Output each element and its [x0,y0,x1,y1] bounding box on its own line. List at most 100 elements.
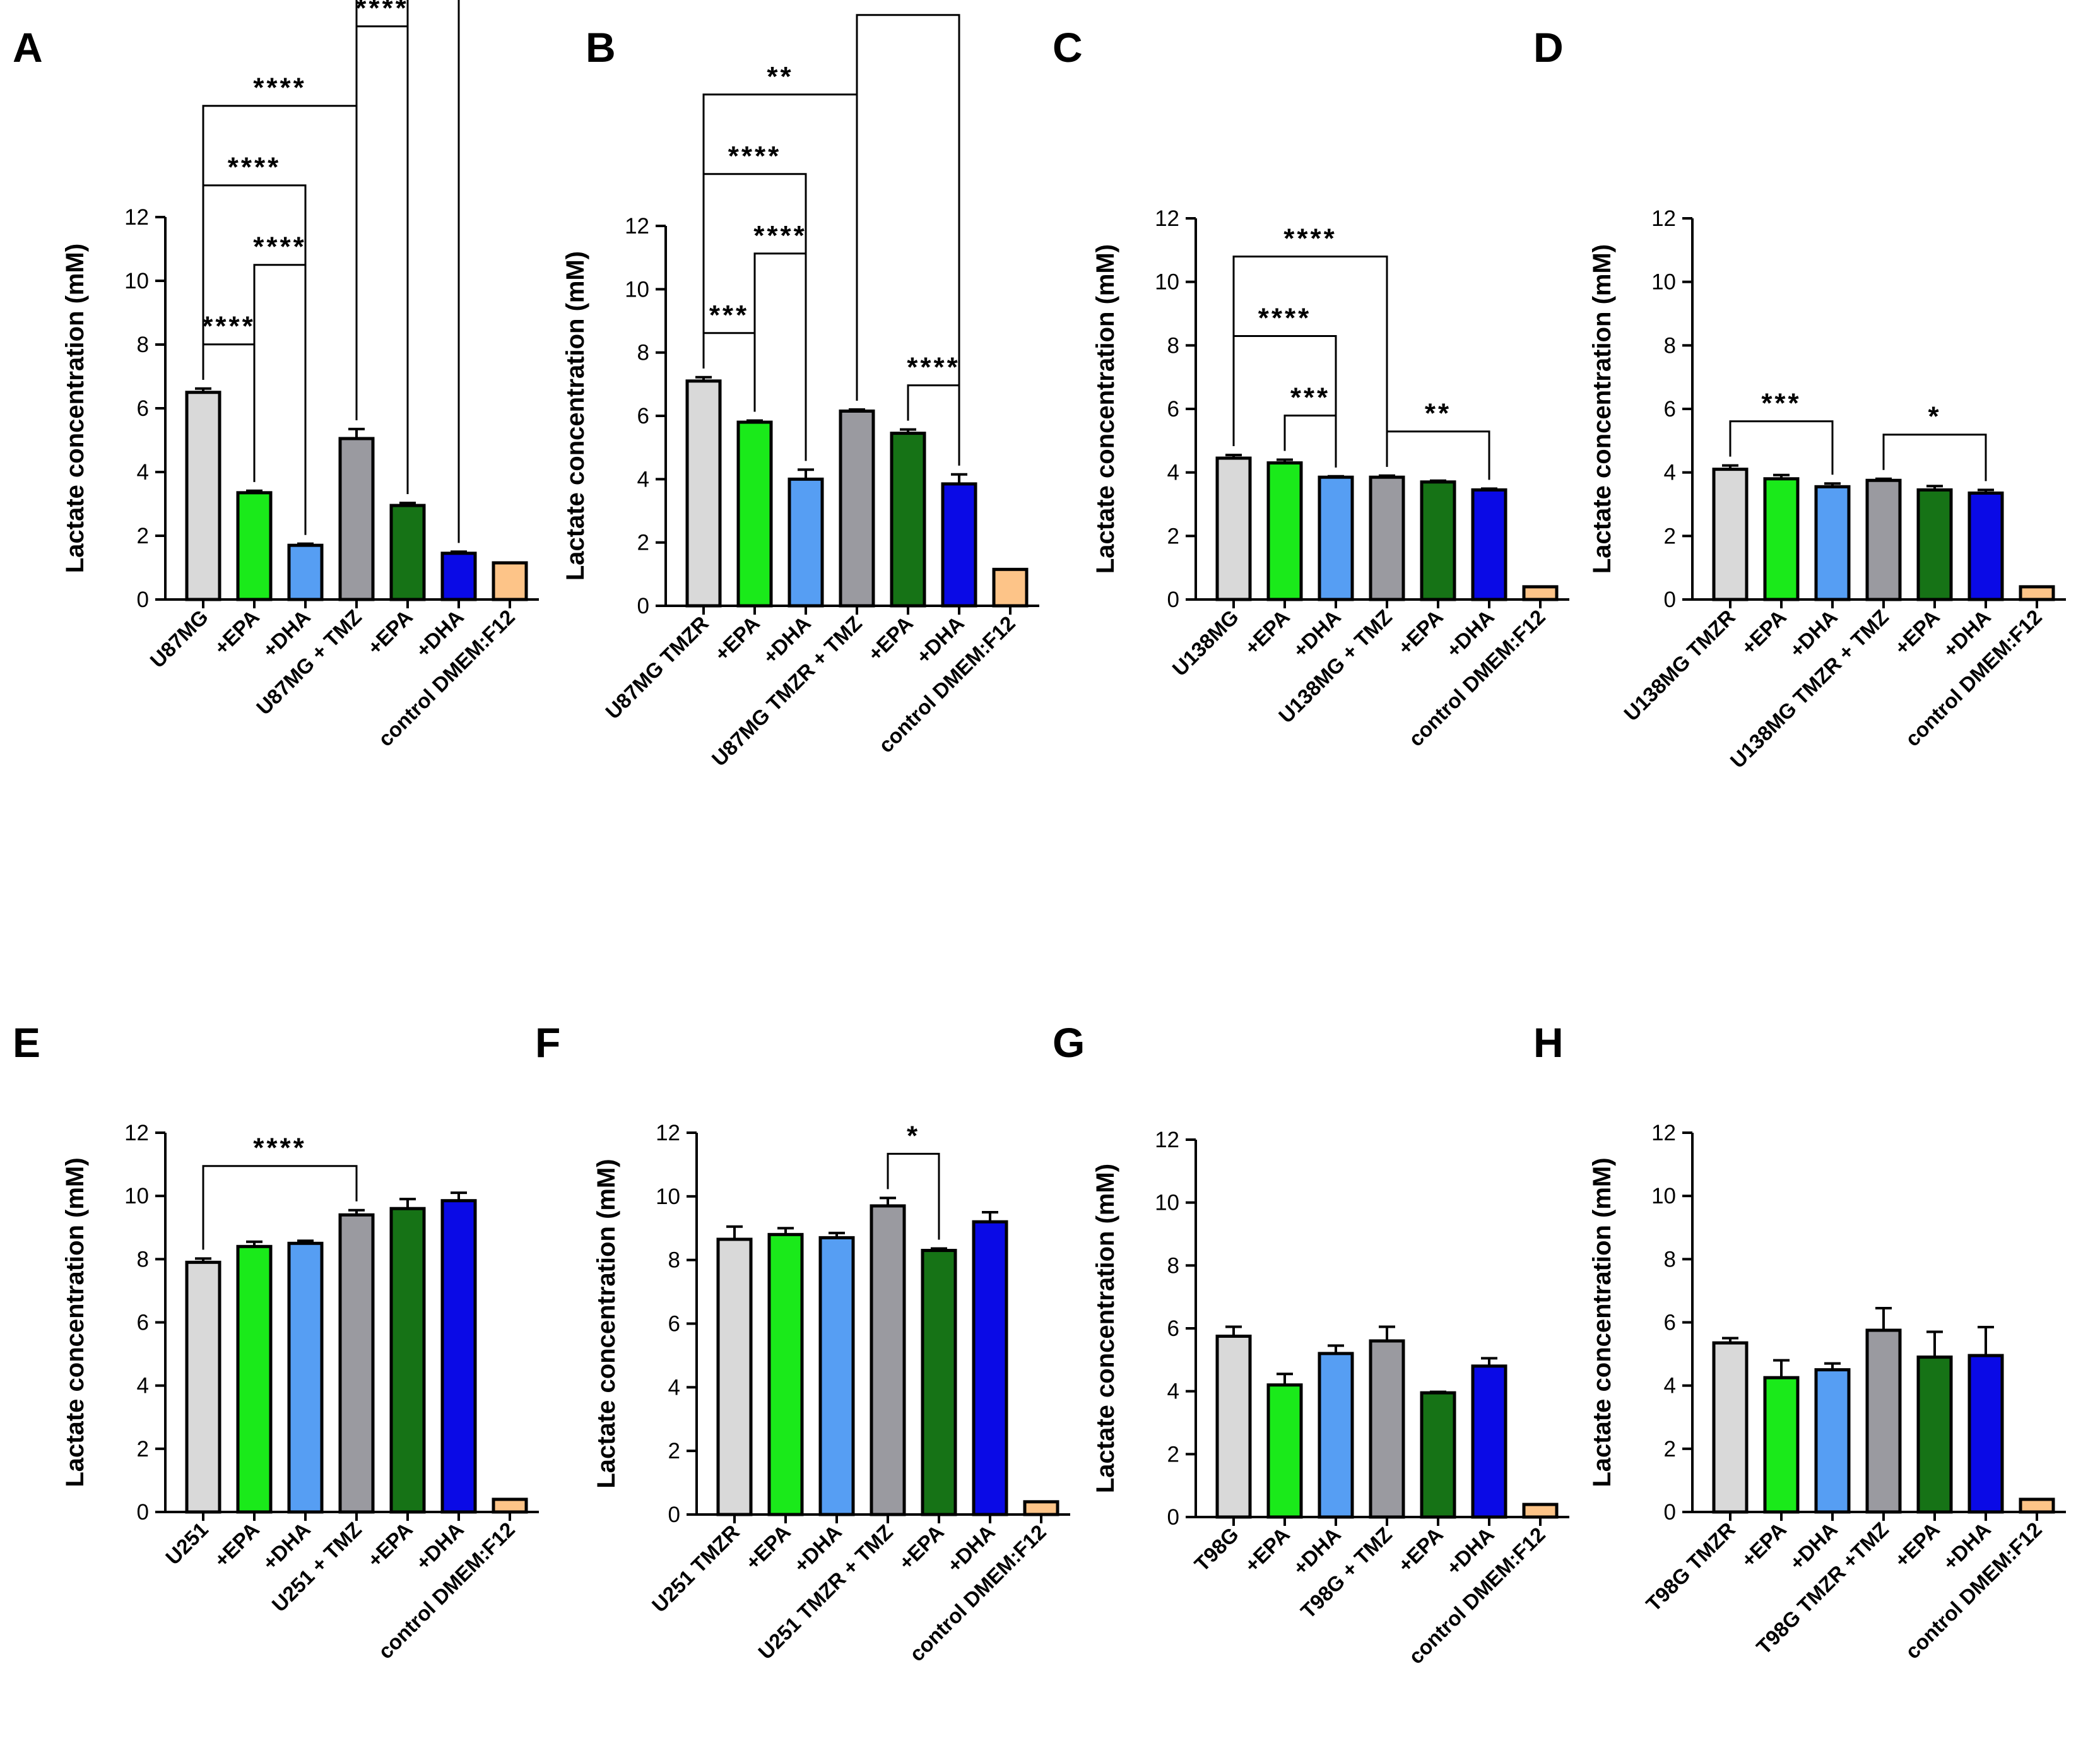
y-tick-label: 8 [1167,1253,1179,1278]
bar [1266,461,1303,601]
significance-label: **** [355,0,409,24]
bar [1967,491,2004,601]
bar [1916,1355,1953,1514]
significance-label: **** [202,311,256,342]
y-tick-label: 8 [668,1248,680,1273]
bar [1522,1503,1559,1519]
bar [1369,475,1405,601]
x-tick-label: +EPA [209,1518,264,1572]
bar [236,1244,273,1514]
y-tick-label: 4 [668,1375,680,1400]
y-tick-label: 2 [137,524,149,548]
y-tick-label: 12 [1651,206,1676,231]
significance-bracket [1386,430,1490,480]
significance-label: **** [253,1133,307,1164]
significance-label: **** [228,152,281,183]
bar [1215,1334,1252,1519]
bar [839,409,875,608]
y-tick-label: 4 [1664,1374,1676,1398]
y-tick-label: 10 [1651,270,1676,295]
x-tick-label: +EPA [1240,1523,1294,1577]
y-tick-label: 6 [1664,1311,1676,1335]
y-tick-label: 12 [625,214,649,239]
panel-letter: B [586,24,616,71]
y-axis-label: Lactate concentration (mM) [1092,1164,1119,1493]
x-tick-label: U87MG TMZR [601,611,713,724]
x-tick-label: +EPA [1890,1518,1944,1572]
panel-letter: D [1533,24,1564,71]
x-tick-label: U251 TMZR [647,1520,744,1617]
bar [1023,1500,1059,1516]
y-tick-label: 6 [1664,397,1676,422]
significance-label: ** [1425,398,1451,429]
x-tick-label: +EPA [1393,605,1448,659]
chart-panel-d: D Lactate concentration (mM) 0 2 4 6 8 10 12 U138… [1533,24,2066,772]
significance-label: * [907,1120,920,1151]
y-tick-label: 12 [656,1121,680,1145]
y-tick-label: 0 [137,1500,149,1525]
y-tick-label: 8 [1664,1247,1676,1272]
bar [788,477,824,608]
y-tick-label: 10 [1155,1191,1179,1215]
significance-label: ** [767,61,793,92]
x-tick-label: +EPA [363,605,417,659]
y-tick-label: 8 [137,333,149,357]
significance-label: *** [1761,388,1801,419]
x-tick-label: +EPA [863,611,917,666]
bar [767,1232,804,1516]
y-tick-label: 10 [656,1184,680,1209]
significance-bracket [1882,434,1987,481]
y-axis-label: Lactate concentration (mM) [562,251,589,581]
y-tick-label: 4 [137,460,149,485]
panel-letter: E [13,1019,40,1066]
bar [890,432,926,608]
significance-label: *** [1290,382,1330,413]
y-tick-label: 4 [1167,461,1179,485]
significance-bracket [406,0,460,543]
bar [1967,1354,2004,1514]
y-tick-label: 12 [1155,1128,1179,1152]
bar [1471,1364,1507,1519]
bar [818,1236,855,1516]
bar [1471,488,1507,601]
x-tick-label: +EPA [1890,605,1944,659]
y-axis-label: Lactate concentration (mM) [61,1157,89,1487]
y-tick-label: 0 [637,594,649,618]
y-tick-label: 0 [668,1503,680,1527]
x-tick-label: T98G [1189,1523,1243,1576]
chart-panel-c: C Lactate concentration (mM) 0 2 4 6 8 10 12 U138… [1053,24,1569,751]
y-tick-label: 12 [124,1121,149,1145]
bar [1916,488,1953,601]
y-tick-label: 4 [137,1374,149,1398]
bar [716,1237,753,1516]
significance-bracket [202,1165,358,1250]
bar [389,504,426,601]
significance-label: **** [728,141,782,172]
y-axis-label: Lactate concentration (mM) [1588,1157,1616,1487]
bar [992,567,1029,608]
y-tick-label: 10 [1155,270,1179,295]
x-tick-label: +EPA [1393,1523,1448,1577]
y-tick-label: 6 [1167,1316,1179,1341]
x-tick-label: +EPA [894,1520,948,1574]
bar [1420,480,1456,601]
bar [941,482,977,608]
bar [1318,1352,1354,1519]
significance-label: **** [253,232,307,263]
bar [338,437,375,601]
significance-label: * [1928,401,1941,432]
bar [1318,475,1354,601]
y-tick-label: 12 [124,205,149,230]
y-tick-label: 10 [124,1184,149,1208]
bar [1522,585,1559,601]
significance-label: **** [882,0,935,13]
x-tick-label: T98G TMZR [1641,1518,1740,1616]
bar [2019,1497,2055,1514]
x-tick-label: +EPA [741,1520,795,1574]
bar [1814,1368,1851,1514]
bar [1865,1328,1902,1514]
chart-panel-b: B Lactate concentration (mM) 0 2 4 6 8 10 12 U87M… [562,0,1039,771]
y-tick-label: 6 [137,1311,149,1335]
y-tick-label: 2 [668,1439,680,1463]
y-tick-label: 10 [625,277,649,302]
